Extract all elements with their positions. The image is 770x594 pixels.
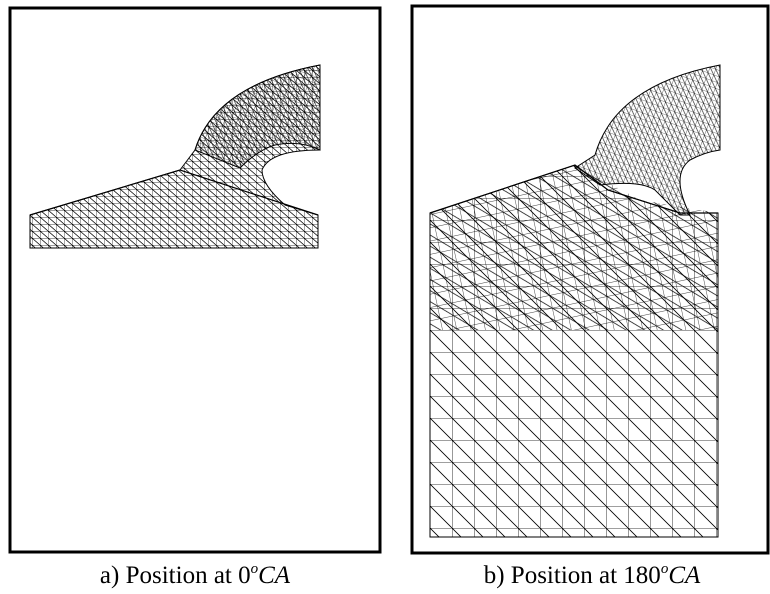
caption-text: b) Position at 180 bbox=[484, 562, 661, 589]
caption-unit: CA bbox=[668, 562, 701, 589]
caption-text: a) Position at 0 bbox=[100, 562, 251, 589]
caption-superscript: o bbox=[661, 561, 669, 577]
panel-frame bbox=[8, 6, 382, 554]
caption: a) Position at 0oCA bbox=[100, 561, 291, 589]
mesh bbox=[429, 64, 721, 538]
caption-unit: CA bbox=[258, 562, 291, 589]
mesh bbox=[29, 64, 321, 249]
panel-frame bbox=[410, 4, 770, 555]
caption: b) Position at 180oCA bbox=[484, 561, 701, 589]
caption-superscript: o bbox=[251, 561, 259, 577]
